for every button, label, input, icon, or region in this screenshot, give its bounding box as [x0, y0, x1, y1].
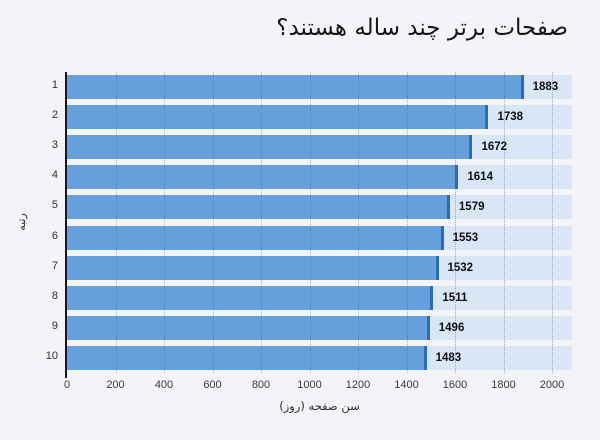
gridline	[309, 72, 311, 373]
bar-track: 1532	[67, 255, 572, 280]
chart-row: 1511	[67, 283, 572, 313]
bar	[67, 105, 489, 130]
bar-track: 1738	[67, 105, 572, 130]
chart-row: 1483	[67, 343, 572, 373]
bar	[67, 195, 450, 220]
bar-track: 1511	[67, 285, 572, 310]
x-tick-label: 400	[154, 379, 174, 391]
chart-row: 1738	[67, 102, 572, 132]
y-tick-label: 1	[51, 79, 58, 92]
x-tick-label: 1800	[491, 379, 516, 391]
bar-value-label: 1738	[497, 111, 524, 124]
bar	[67, 255, 439, 280]
bar-track: 1483	[67, 345, 572, 370]
y-tick-label: 7	[51, 259, 58, 272]
bar-track: 1553	[67, 225, 572, 250]
bar-value-label: 1579	[458, 201, 485, 214]
x-tick-label: 1200	[345, 379, 371, 391]
gridline	[455, 72, 456, 373]
gridline	[212, 72, 214, 373]
y-tick-label: 2	[51, 109, 58, 122]
gridline	[164, 72, 165, 373]
x-tick-label: 1400	[394, 379, 419, 391]
bar-value-label: 1672	[481, 141, 508, 154]
gridline	[503, 72, 505, 373]
chart-row: 1579	[67, 192, 572, 222]
x-tick-label: 600	[203, 379, 222, 391]
bar	[67, 345, 427, 370]
y-tick-label: 5	[51, 199, 58, 212]
bar-value-label: 1883	[532, 81, 559, 93]
bar	[67, 75, 524, 99]
bar-track: 1883	[67, 75, 572, 99]
bar	[67, 135, 473, 160]
y-tick-label: 10	[45, 349, 58, 362]
chart-row: 1883	[67, 72, 572, 102]
gridline	[358, 72, 359, 373]
chart-title: صفحات برتر چند ساله هستند؟	[276, 15, 568, 41]
plot-area: 1883 1738 1672 1614 1579 1553	[67, 72, 572, 373]
bar-value-label: 1496	[438, 321, 465, 334]
chart-row: 1614	[67, 162, 572, 192]
chart-row: 1553	[67, 223, 572, 253]
bar	[67, 225, 444, 250]
bar-value-label: 1483	[435, 351, 462, 364]
bar-value-label: 1614	[467, 171, 493, 184]
bar	[67, 285, 434, 310]
x-axis-label: سن صفحه (روز)	[279, 399, 360, 413]
x-tick-label: 200	[106, 379, 125, 391]
gridline	[552, 72, 553, 373]
x-tick-label: 0	[63, 379, 71, 391]
bar-value-label: 1553	[452, 231, 479, 244]
bar-track: 1496	[67, 315, 572, 340]
y-tick-label: 8	[51, 289, 58, 302]
y-tick-label: 4	[51, 169, 58, 182]
y-tick-label: 3	[51, 139, 58, 152]
chart-row: 1496	[67, 313, 572, 343]
gridline	[261, 72, 262, 373]
gridline	[406, 72, 408, 373]
bar	[67, 165, 459, 190]
bar-value-label: 1532	[447, 261, 474, 274]
y-tick-label: 9	[51, 319, 58, 332]
y-axis-line	[65, 72, 67, 378]
x-tick-label: 2000	[539, 379, 565, 391]
y-tick-label: 6	[51, 229, 58, 242]
bar	[67, 315, 430, 340]
gridline	[115, 72, 117, 373]
bar-track: 1672	[67, 135, 572, 160]
x-tick-label: 800	[251, 379, 271, 391]
bar-value-label: 1511	[442, 291, 468, 304]
x-tick-label: 1600	[442, 379, 468, 391]
bar-track: 1614	[67, 165, 572, 190]
bar-track: 1579	[67, 195, 572, 220]
chart-row: 1532	[67, 253, 572, 283]
x-tick-label: 1000	[297, 379, 322, 391]
chart-row: 1672	[67, 132, 572, 162]
